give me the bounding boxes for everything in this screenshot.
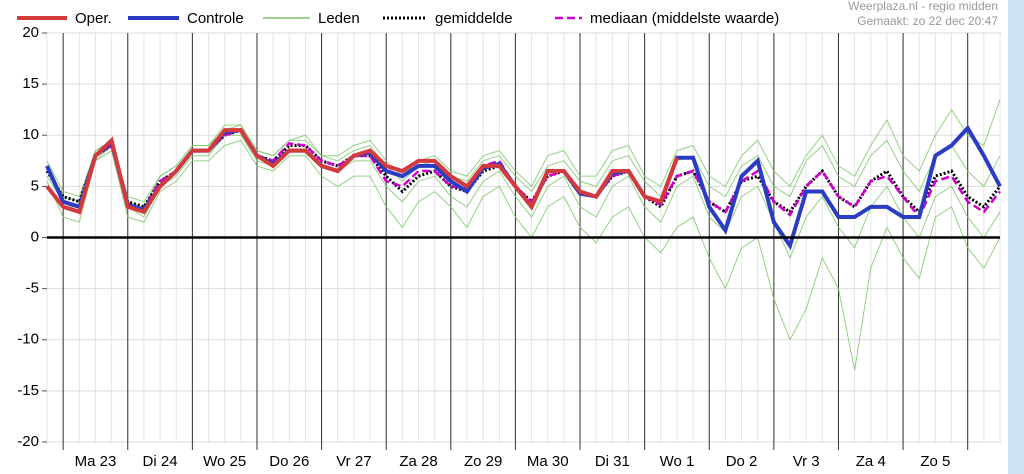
y-tick-label: 5: [31, 177, 39, 194]
y-tick-label: -5: [26, 280, 39, 297]
x-tick-label: Ma 30: [527, 453, 569, 470]
x-tick-label: Ma 23: [75, 453, 117, 470]
member-line: [46, 134, 1001, 260]
y-tick-label: 20: [22, 24, 39, 41]
x-tick-label: Zo 29: [464, 453, 502, 470]
x-tick-label: Vr 3: [793, 453, 820, 470]
series-line: [45, 128, 679, 215]
y-tick-label: 15: [22, 75, 39, 92]
legend-label: mediaan (middelste waarde): [590, 10, 779, 27]
legend-label: Oper.: [75, 10, 112, 27]
x-tick-label: Zo 5: [920, 453, 950, 470]
y-tick-label: 0: [31, 228, 39, 245]
x-tick-label: Do 2: [726, 453, 758, 470]
y-tick-label: -20: [17, 433, 39, 450]
y-tick-label: -15: [17, 382, 39, 399]
x-tick-label: Di 24: [143, 453, 178, 470]
member-line: [46, 139, 1001, 371]
y-tick-label: -10: [17, 331, 39, 348]
x-tick-label: Za 4: [856, 453, 886, 470]
member-line: [46, 124, 1001, 208]
plot-area: [42, 32, 1002, 450]
y-tick-label: 10: [22, 126, 39, 143]
x-tick-label: Do 26: [269, 453, 309, 470]
x-tick-label: Wo 25: [203, 453, 246, 470]
side-border: [1008, 0, 1024, 474]
x-tick-label: Wo 1: [660, 453, 695, 470]
legend-label: Leden: [318, 10, 360, 27]
created: Gemaakt: zo 22 dec 20:47: [857, 14, 998, 28]
credit: Weerplaza.nl - regio midden: [848, 0, 998, 13]
x-tick-label: Vr 27: [336, 453, 371, 470]
x-tick-label: Za 28: [399, 453, 437, 470]
legend-label: Controle: [187, 10, 244, 27]
x-tick-label: Di 31: [595, 453, 630, 470]
legend-label: gemiddelde: [435, 10, 513, 27]
legend: Oper. Controle Leden gemiddelde mediaan (mid…: [17, 10, 779, 27]
